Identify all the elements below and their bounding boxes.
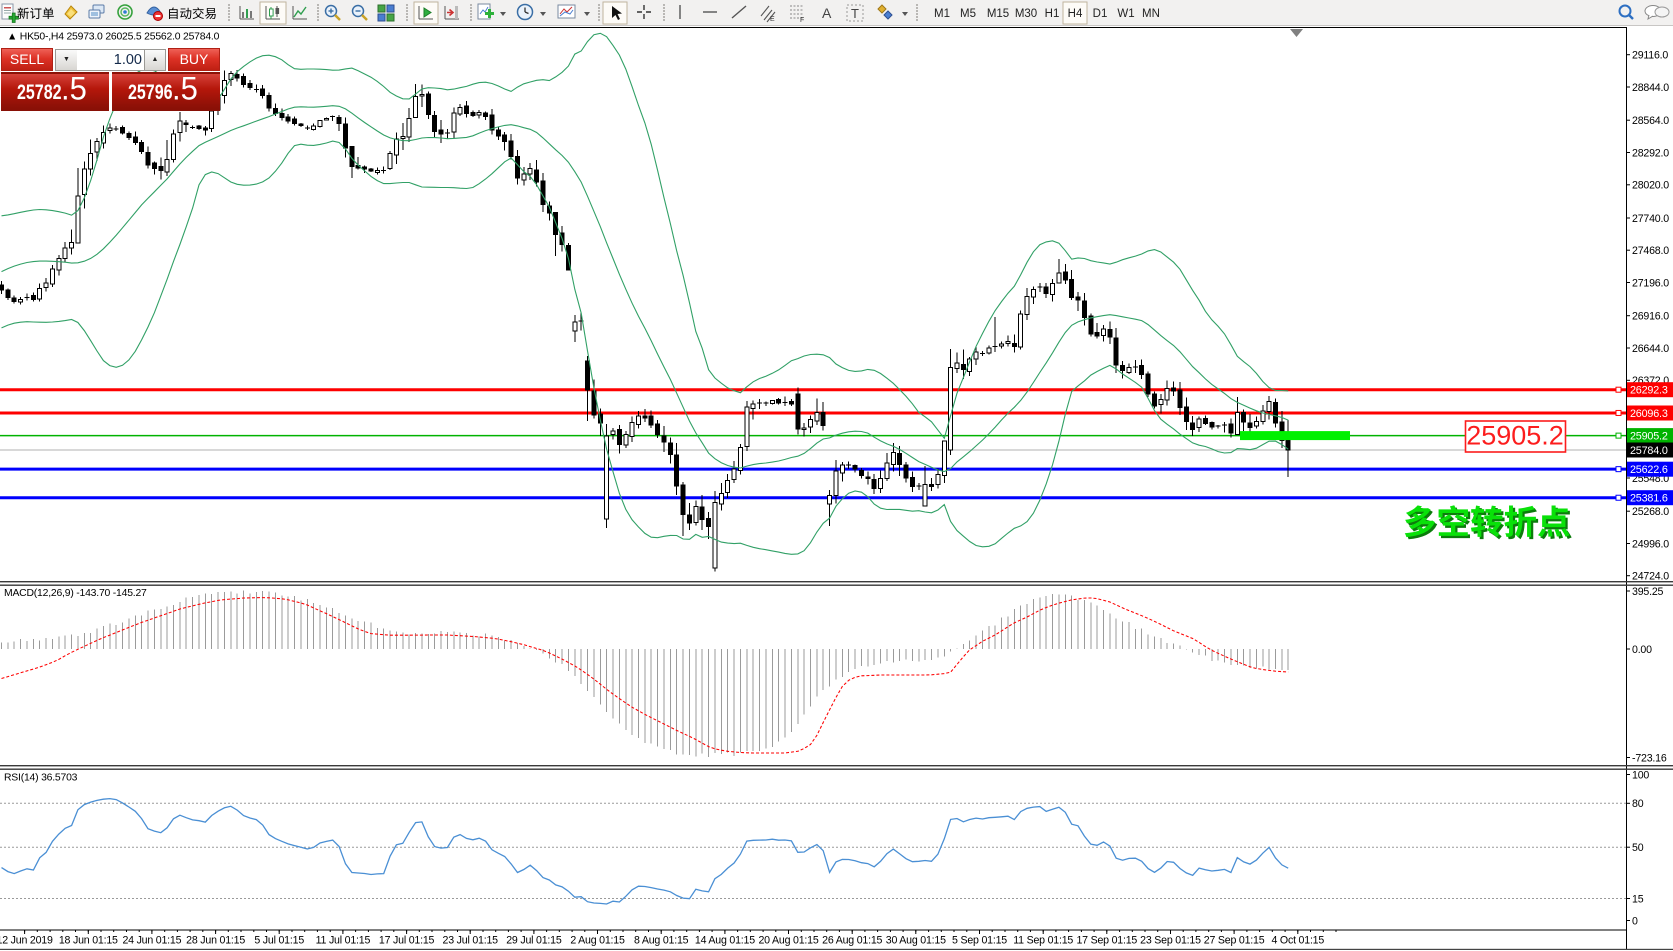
svg-text:M30: M30 — [1015, 8, 1037, 20]
svg-text:26644.0: 26644.0 — [1632, 343, 1669, 355]
svg-text:80: 80 — [1632, 798, 1644, 810]
svg-text:26096.3: 26096.3 — [1630, 408, 1668, 420]
svg-text:RSI(14) 36.5703: RSI(14) 36.5703 — [4, 773, 78, 784]
svg-text:MACD(12,26,9) -143.70 -145.27: MACD(12,26,9) -143.70 -145.27 — [4, 588, 147, 599]
svg-text:27468.0: 27468.0 — [1632, 245, 1669, 257]
svg-text:0: 0 — [1632, 915, 1638, 927]
svg-text:H4: H4 — [1068, 8, 1083, 20]
svg-text:4 Oct 01:15: 4 Oct 01:15 — [1272, 935, 1325, 947]
svg-text:28844.0: 28844.0 — [1632, 82, 1669, 94]
svg-text:2 Aug 01:15: 2 Aug 01:15 — [570, 935, 625, 947]
svg-text:28564.0: 28564.0 — [1632, 115, 1669, 127]
svg-text:28292.0: 28292.0 — [1632, 147, 1669, 159]
svg-text:27 Sep 01:15: 27 Sep 01:15 — [1204, 935, 1265, 947]
svg-text:24724.0: 24724.0 — [1632, 571, 1669, 583]
svg-text:28 Jun 01:15: 28 Jun 01:15 — [186, 935, 245, 947]
svg-text:MN: MN — [1142, 8, 1160, 20]
svg-text:17 Sep 01:15: 17 Sep 01:15 — [1076, 935, 1137, 947]
svg-text:T: T — [851, 6, 859, 21]
svg-text:M15: M15 — [987, 8, 1009, 20]
svg-text:F: F — [800, 17, 804, 24]
svg-text:25905.2: 25905.2 — [1466, 421, 1564, 451]
svg-text:▲ HK50-,H4 25973.0 26025.5 25: ▲ HK50-,H4 25973.0 26025.5 25562.0 25784… — [7, 32, 220, 43]
svg-text:26292.3: 26292.3 — [1630, 385, 1668, 397]
svg-text:5 Sep 01:15: 5 Sep 01:15 — [952, 935, 1007, 947]
svg-text:24996.0: 24996.0 — [1632, 538, 1669, 550]
svg-text:50: 50 — [1632, 842, 1644, 854]
svg-text:5 Jul 01:15: 5 Jul 01:15 — [254, 935, 304, 947]
svg-text:0.00: 0.00 — [1632, 644, 1652, 656]
svg-text:D1: D1 — [1093, 8, 1108, 20]
svg-text:18 Jun 01:15: 18 Jun 01:15 — [59, 935, 118, 947]
svg-text:E: E — [770, 16, 775, 23]
svg-text:26 Aug 01:15: 26 Aug 01:15 — [822, 935, 882, 947]
svg-text:23 Jul 01:15: 23 Jul 01:15 — [443, 935, 499, 947]
svg-text:395.25: 395.25 — [1632, 586, 1664, 598]
svg-text:26916.0: 26916.0 — [1632, 311, 1669, 323]
svg-text:25905.2: 25905.2 — [1630, 431, 1668, 443]
svg-text:8 Aug 01:15: 8 Aug 01:15 — [634, 935, 689, 947]
svg-text:23 Sep 01:15: 23 Sep 01:15 — [1140, 935, 1201, 947]
svg-text:14 Aug 01:15: 14 Aug 01:15 — [695, 935, 755, 947]
svg-text:100: 100 — [1632, 769, 1649, 781]
svg-text:M5: M5 — [960, 8, 976, 20]
svg-text:25622.6: 25622.6 — [1630, 464, 1668, 476]
svg-text:12 Jun 2019: 12 Jun 2019 — [0, 935, 53, 947]
svg-text:A: A — [822, 5, 832, 21]
svg-text:15: 15 — [1632, 893, 1644, 905]
svg-text:29116.0: 29116.0 — [1632, 50, 1668, 62]
svg-text:25381.6: 25381.6 — [1630, 493, 1668, 505]
svg-text:11 Jul 01:15: 11 Jul 01:15 — [316, 935, 371, 947]
svg-text:30 Aug 01:15: 30 Aug 01:15 — [886, 935, 946, 947]
svg-text:H1: H1 — [1045, 8, 1060, 20]
svg-text:17 Jul 01:15: 17 Jul 01:15 — [379, 935, 435, 947]
svg-text:25784.0: 25784.0 — [1630, 445, 1668, 457]
svg-text:28020.0: 28020.0 — [1632, 180, 1669, 192]
svg-text:29 Jul 01:15: 29 Jul 01:15 — [506, 935, 562, 947]
svg-text:11 Sep 01:15: 11 Sep 01:15 — [1013, 935, 1073, 947]
svg-text:27196.0: 27196.0 — [1632, 277, 1669, 289]
svg-text:24 Jun 01:15: 24 Jun 01:15 — [122, 935, 181, 947]
svg-text:25268.0: 25268.0 — [1632, 506, 1669, 518]
svg-text:-723.16: -723.16 — [1632, 752, 1667, 764]
svg-text:20 Aug 01:15: 20 Aug 01:15 — [758, 935, 818, 947]
svg-text:W1: W1 — [1117, 8, 1134, 20]
svg-text:M1: M1 — [934, 8, 950, 20]
svg-text:27740.0: 27740.0 — [1632, 213, 1669, 225]
